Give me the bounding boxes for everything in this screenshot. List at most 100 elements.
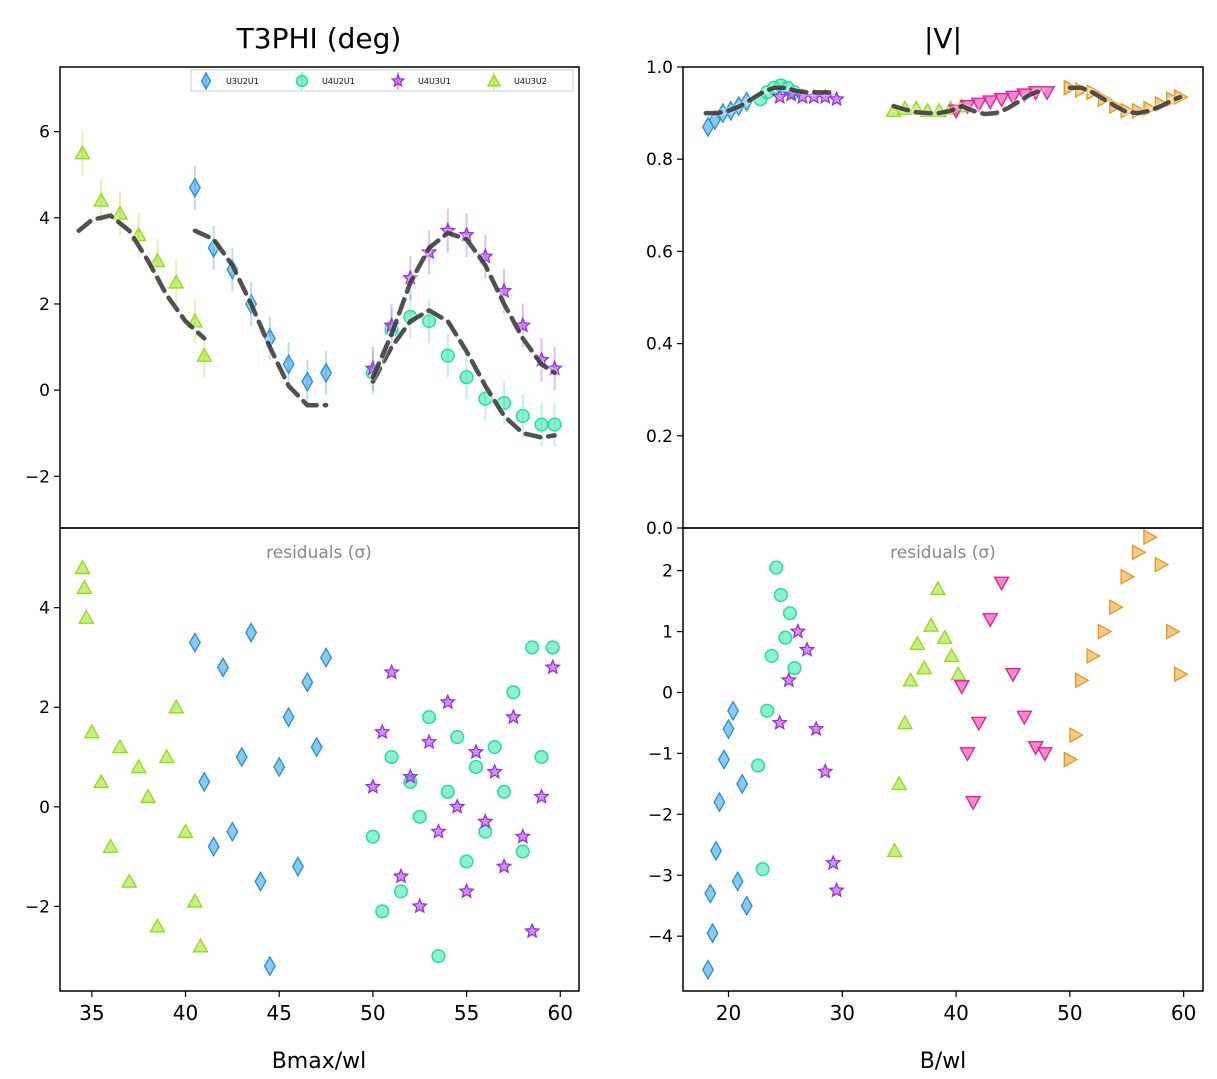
U3U2U1-point [310,736,323,758]
U4U3U1-point [420,733,438,750]
t3phi-panel: −2 0 2 4 6 [25,66,580,529]
U4U2U1-point [440,784,455,799]
U4U3U1-point [477,813,494,829]
right-x-axis-label: B/wl [920,1049,967,1074]
triangle-down-point [982,95,999,110]
y-tick-label: −4 [648,927,673,947]
triangle-down-point [959,747,976,762]
y-tick-label: 2 [39,295,50,315]
legend-item: U3U2U1 [200,71,259,91]
diamond-point [702,959,715,981]
t3phi_residuals-markers [74,559,562,977]
model-curve [1067,85,1183,116]
U4U3U2-point [83,723,100,739]
U3U2U1-point [254,871,267,892]
U4U2U1-point [468,759,483,775]
diamond-point [736,773,749,795]
diamond-point [706,922,719,944]
y-tick-label: 4 [39,599,50,619]
U4U3U2-point [168,698,185,714]
triangle-point [886,842,903,858]
U4U2U1-point [506,685,521,700]
left-panel-title: T3PHI (deg) [236,22,402,55]
U3U2U1-point [188,632,201,653]
y-tick-label: 6 [39,123,50,143]
star-point [789,622,807,639]
diamond-point [708,109,721,131]
U4U2U1-point [422,710,437,725]
y-tick-label: 2 [39,698,50,718]
y-tick-label: 0.8 [646,150,673,170]
x-tick-label: 40 [173,1001,198,1025]
U4U3U1-point [439,693,457,710]
triangle-right-point [1154,556,1170,573]
diamond-point [709,840,722,862]
star-point [816,88,834,105]
circle-point [760,703,775,718]
y-tick-label: 0 [39,798,50,818]
U4U3U2-point [192,937,209,953]
y-tick-label: 0 [39,381,50,401]
U4U2U1-point [393,884,409,899]
U4U3U1-point [486,763,503,779]
U4U3U2-point [102,838,119,853]
model-curve [370,307,557,440]
triangle-point [896,714,913,730]
triangle-point [885,102,902,118]
U4U3U2-point [111,738,129,754]
x-tick-label: 45 [266,1001,291,1025]
visamp_residuals-markers [702,529,1189,981]
U4U2U1-point [487,740,502,755]
x-tick-label: 50 [360,1001,385,1025]
U4U2U1-point [547,417,562,432]
U4U3U2-point [130,758,147,774]
x-tick-label: 60 [548,1001,573,1025]
U3U2U1-point [291,856,304,877]
triangle-right-point [1109,599,1124,616]
y-tick-label: −2 [648,805,673,825]
circle-point [769,560,784,575]
star-point [807,720,825,737]
legend-star-icon [390,73,406,88]
U4U3U2-point [168,274,185,289]
circle-point [773,587,788,603]
legend-label: U3U2U1 [226,77,259,86]
triangle-down-point [1004,667,1022,683]
triangle-down-point [993,576,1010,592]
y-tick-label: 4 [39,209,50,229]
U4U2U1-point [534,749,549,765]
diamond-point [704,883,717,904]
triangle-right-point [1131,544,1147,561]
right-residuals-label: residuals (σ) [890,543,996,563]
circle-point [755,862,770,877]
visamp_residuals-frame [682,527,1204,992]
diamond-point [713,791,726,813]
star-point [828,881,845,898]
U4U2U1-point [375,904,390,919]
circle-point [764,648,779,663]
U4U3U2-point [149,917,166,933]
star-point [771,714,788,730]
legend-diamond-icon [200,71,212,91]
U4U3U1-point [533,788,550,804]
circle-point [782,606,798,621]
U4U2U1-point [459,854,474,869]
y-tick-label: 1.0 [646,58,673,78]
U4U2U1-point [450,730,465,745]
U4U3U2-point [74,559,91,575]
U4U2U1-point [525,640,540,655]
U4U3U2-point [74,144,91,160]
y-tick-label: −2 [25,467,50,487]
star-point [816,762,834,779]
legend-triangle-icon [486,73,502,87]
U4U3U1-point [383,663,400,680]
triangle-right-point [1075,672,1090,689]
star-point [771,88,788,105]
U4U3U1-point [458,882,475,899]
triangle-down-point [993,93,1010,108]
U4U3U1-point [430,822,447,839]
triangle-right-point [1069,727,1084,744]
triangle-point [916,659,933,675]
t3phi_residuals-frame [59,527,580,992]
